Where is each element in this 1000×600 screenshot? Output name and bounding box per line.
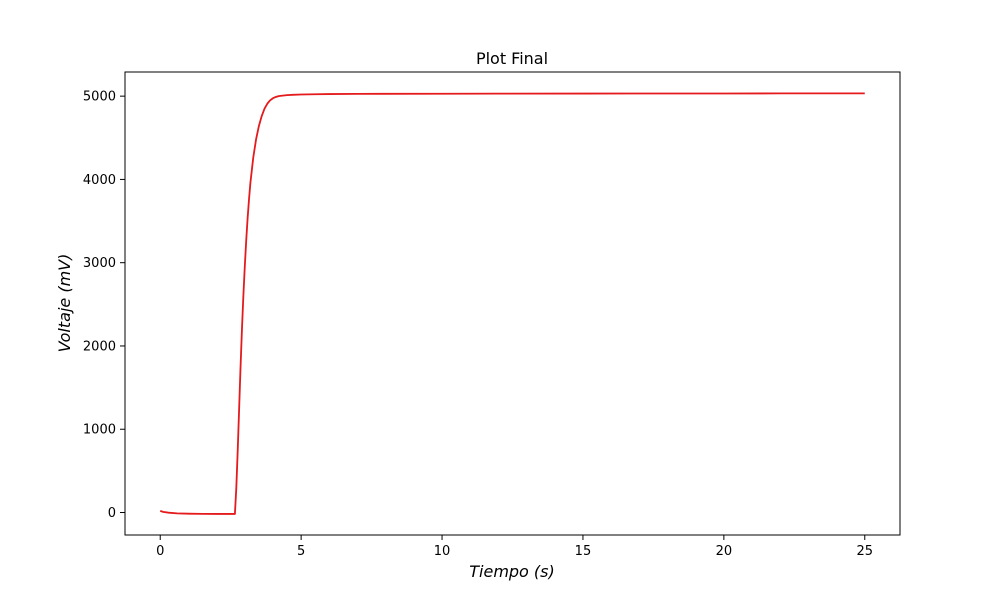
chart-title: Plot Final: [476, 49, 548, 68]
x-tick-label: 25: [856, 544, 873, 559]
x-tick-label: 5: [297, 544, 305, 559]
x-tick-label: 20: [716, 544, 733, 559]
x-tick-label: 0: [156, 544, 164, 559]
x-axis-label: Tiempo (s): [469, 562, 555, 581]
x-tick-label: 10: [434, 544, 451, 559]
plot-area: 0 5 10 15 20 25 0 1000 2000 3000 4000 5000: [83, 71, 901, 559]
x-tick-label: 15: [575, 544, 592, 559]
y-tick-label: 5000: [83, 90, 116, 105]
series-line-0: [159, 92, 865, 515]
y-axis-label: Voltaje (mV): [55, 254, 74, 353]
y-tick-label: 2000: [83, 339, 116, 354]
y-tick-label: 3000: [83, 256, 116, 271]
y-tick-label: 4000: [83, 173, 116, 188]
y-tick-label: 1000: [83, 423, 116, 438]
axes-frame: [124, 71, 901, 536]
y-tick-label: 0: [108, 506, 116, 521]
